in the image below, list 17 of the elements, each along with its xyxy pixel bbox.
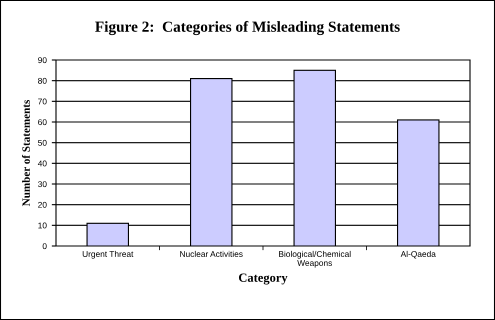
x-tick-label: Al-Qaeda — [400, 250, 436, 258]
y-tick-label: 30 — [38, 181, 47, 188]
y-tick-label: 50 — [38, 140, 47, 146]
y-tick-label: 60 — [38, 119, 47, 126]
x-tick-label: Urgent Threat — [82, 250, 134, 259]
x-tick-label: Nuclear Activities — [180, 250, 243, 257]
y-tick-label: 20 — [38, 202, 47, 208]
y-tick-label: 10 — [38, 222, 47, 228]
chart-title: Figure 2: Categories of Misleading Statements — [95, 20, 400, 36]
y-tick-label: 70 — [38, 98, 47, 104]
y-axis-title: Number of Statements — [22, 100, 30, 206]
x-tick-label: Biological/Chemical Weapons — [279, 250, 351, 268]
y-tick-label: 90 — [38, 57, 47, 64]
y-tick-label: 0 — [42, 243, 47, 250]
y-tick-label: 80 — [38, 78, 47, 84]
x-axis-title: Category — [238, 273, 288, 284]
y-tick-label: 40 — [38, 160, 47, 166]
